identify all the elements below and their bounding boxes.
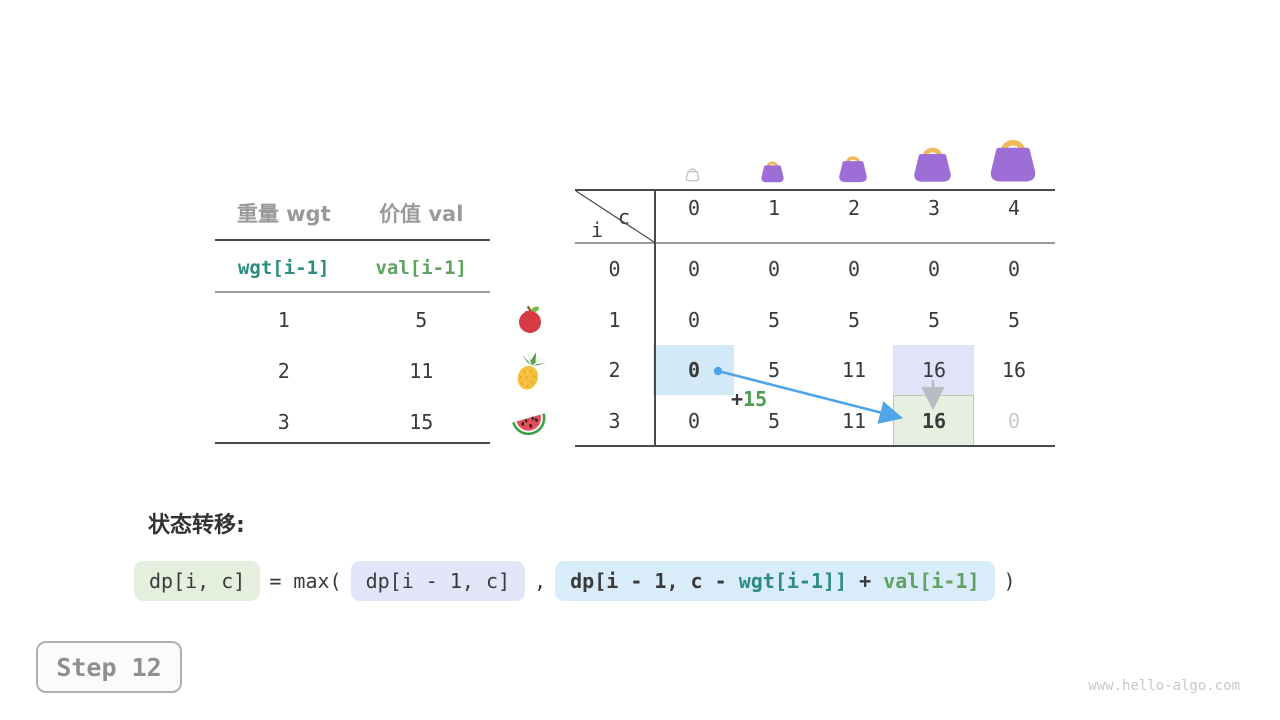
dp-table-bottom-rule <box>575 445 1055 447</box>
formula-lhs-box: dp[i, c] <box>134 561 261 601</box>
bag-small-icon <box>759 158 786 183</box>
corner-diagonal-line <box>575 190 655 243</box>
formula-close-paren: ) <box>1003 569 1016 593</box>
items-col-value: 价值 val <box>379 202 464 226</box>
items-table-top-rule <box>215 239 490 241</box>
items-row-3: 3 15 <box>215 410 490 434</box>
items-row-2: 2 11 <box>215 359 490 383</box>
dp-column-headers: 0 1 2 3 4 <box>654 196 1054 220</box>
dp-cell-0-3: 0 <box>927 257 941 282</box>
transition-add-value: 15 <box>743 387 768 411</box>
formula-arg2-box: dp[i - 1, c - wgt[i-1]] + val[i-1] <box>555 561 995 601</box>
pineapple-icon <box>512 350 548 392</box>
watermelon-icon <box>508 404 550 440</box>
dp-cell-2-4: 16 <box>1001 358 1027 383</box>
formula-equals-max: = max( <box>269 569 342 593</box>
items-table-subheader: wgt[i-1] val[i-1] <box>215 257 490 279</box>
formula-arg2-wgt: wgt[i-1]] <box>738 569 848 593</box>
dp-cell-3-3: 16 <box>921 408 947 433</box>
corner-col-label: c <box>618 205 631 229</box>
formula-arg2-plus: + <box>847 569 884 593</box>
dp-cell-1-1: 5 <box>767 307 781 332</box>
dp-cell-2-2: 11 <box>841 358 867 383</box>
dp-row-headers: 0 1 2 3 <box>575 244 654 446</box>
dp-cell-3-0: 0 <box>687 408 701 433</box>
dp-table-top-rule <box>575 189 1055 191</box>
bag-large-icon <box>910 142 955 183</box>
dp-cell-1-4: 5 <box>1007 307 1021 332</box>
formula-arg1-box: dp[i - 1, c] <box>350 561 526 601</box>
item-3-weight: 3 <box>277 410 290 434</box>
bag-medium-icon <box>836 152 870 183</box>
dp-cell-3-4: 0 <box>1007 408 1021 433</box>
dp-row-header-3: 3 <box>608 408 621 433</box>
item-1-value: 5 <box>415 308 428 332</box>
dp-col-header-3: 3 <box>927 196 941 220</box>
items-table-bottom-rule <box>215 442 490 444</box>
dp-cell-0-4: 0 <box>1007 257 1021 282</box>
corner-row-label: i <box>591 218 604 242</box>
item-2-value: 11 <box>409 359 434 383</box>
formula-arg2-val: val[i-1] <box>883 569 980 593</box>
dp-row-header-0: 0 <box>608 257 621 282</box>
items-subheader-wgt: wgt[i-1] <box>237 257 330 279</box>
state-transition-formula: dp[i, c] = max( dp[i - 1, c] , dp[i - 1,… <box>134 558 1016 604</box>
dp-cell-2-0: 0 <box>687 358 701 383</box>
items-row-1: 1 5 <box>215 308 490 332</box>
item-2-weight: 2 <box>277 359 290 383</box>
dp-col-header-2: 2 <box>847 196 861 220</box>
item-1-weight: 1 <box>277 308 290 332</box>
transition-plus-sign: + <box>731 387 744 411</box>
dp-col-header-0: 0 <box>687 196 701 220</box>
dp-cell-0-1: 0 <box>767 257 781 282</box>
items-subheader-val: val[i-1] <box>375 257 467 279</box>
dp-row-header-1: 1 <box>608 307 621 332</box>
formula-arg2-prefix: dp[i - 1, c - <box>570 569 739 593</box>
dp-cell-0-2: 0 <box>847 257 861 282</box>
dp-cell-3-2: 11 <box>841 408 867 433</box>
watermark: www.hello-algo.com <box>1088 678 1240 694</box>
dp-grid: 0 0 0 0 0 0 5 5 5 5 0 5 11 16 16 0 5 11 … <box>654 244 1054 446</box>
dp-cell-0-0: 0 <box>687 257 701 282</box>
dp-header-rule <box>575 242 1055 244</box>
items-col-weight: 重量 wgt <box>236 202 331 226</box>
dp-cell-1-2: 5 <box>847 307 861 332</box>
dp-cell-2-3: 16 <box>921 358 947 383</box>
step-badge: Step 12 <box>36 641 182 693</box>
state-transition-label: 状态转移: <box>148 513 245 538</box>
item-3-value: 15 <box>409 410 434 434</box>
transition-add-label: +15 <box>731 387 767 411</box>
dp-col-header-1: 1 <box>767 196 781 220</box>
apple-icon <box>514 303 546 335</box>
dp-cell-1-3: 5 <box>927 307 941 332</box>
dp-row-header-2: 2 <box>608 358 621 383</box>
formula-comma: , <box>534 569 547 593</box>
dp-cell-1-0: 0 <box>687 307 701 332</box>
items-table-mid-rule <box>215 291 490 293</box>
bag-xlarge-icon <box>986 133 1040 183</box>
bag-empty-icon <box>684 166 701 182</box>
items-table-header: 重量 wgt 价值 val <box>215 198 490 228</box>
dp-col-header-4: 4 <box>1007 196 1021 220</box>
dp-rowheader-rule <box>654 189 656 447</box>
